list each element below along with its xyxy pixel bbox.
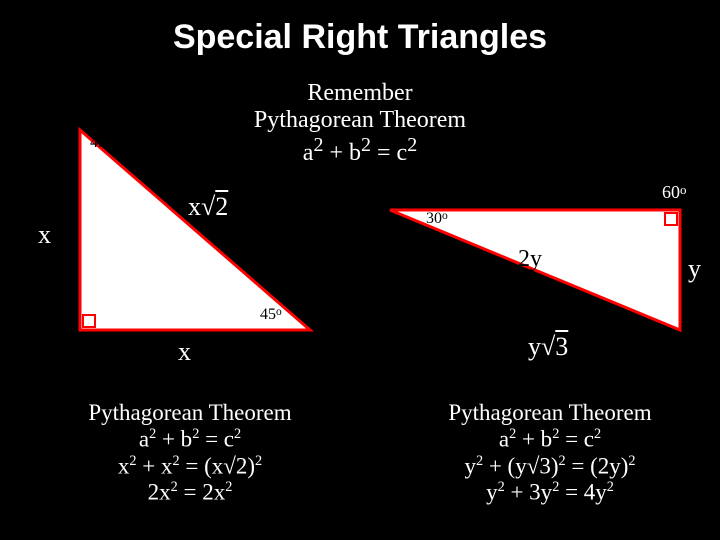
label-bot_side: y√3 [528,332,568,362]
right-proof-line-1: a2 + b2 = c2 [400,426,700,453]
left-proof-line-2: x2 + x2 = (x√2)2 [40,453,340,480]
left-triangle-poly [80,130,310,330]
label-top_angle: 45o [90,134,112,152]
left-proof-line-0: Pythagorean Theorem [40,400,340,426]
label-bot_side: x [178,337,191,367]
right-proof-block: Pythagorean Theorema2 + b2 = c2y2 + (y√3… [400,400,700,506]
right-proof-line-0: Pythagorean Theorem [400,400,700,426]
left-proof-block: Pythagorean Theorema2 + b2 = c2x2 + x2 =… [40,400,340,506]
left-proof-line-1: a2 + b2 = c2 [40,426,340,453]
label-right_side: y [688,254,701,284]
label-bot_angle: 30o [426,210,448,228]
right-triangle-stage: 60o2yy30oy√3 [380,200,700,350]
label-hyp: 2y [518,246,542,273]
label-bot_angle: 45o [260,306,282,324]
left-triangle-stage: 45oxx√245ox [60,110,320,350]
left-right-angle-icon [82,314,96,328]
label-hyp: x√2 [188,192,228,222]
left-proof-line-3: 2x2 = 2x2 [40,479,340,506]
label-left_angle: 60o [662,182,686,203]
right-proof-line-3: y2 + 3y2 = 4y2 [400,479,700,506]
label-side_left: x [38,220,51,250]
right-right-angle-icon [664,212,678,226]
page-title: Special Right Triangles [0,0,720,57]
remember-line1: Remember [254,80,466,107]
right-proof-line-2: y2 + (y√3)2 = (2y)2 [400,453,700,480]
